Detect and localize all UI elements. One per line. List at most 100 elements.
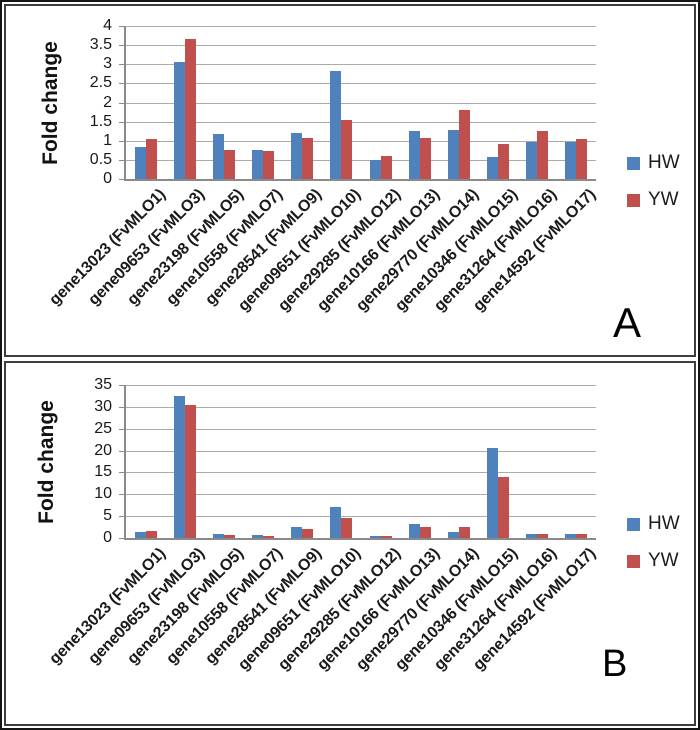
panel-a: Fold change HW YW A 0 0.5 1 1.5 2 2.5 3 3.5 4 gen… — [4, 4, 696, 357]
bar-hw — [408, 130, 420, 179]
gridline — [126, 121, 596, 123]
bar-hw — [291, 133, 303, 179]
y-tick-label: 5 — [103, 507, 112, 525]
bar-hw — [173, 395, 185, 538]
bar-hw — [252, 534, 264, 538]
bar-hw — [291, 527, 303, 538]
bar-yw — [576, 138, 588, 179]
bar-hw — [134, 146, 146, 179]
bar-hw — [134, 531, 146, 538]
gridline — [126, 428, 596, 430]
y-tick-label: 30 — [94, 397, 112, 415]
y-tick-mark — [119, 45, 124, 47]
legend-entry-hw: HW — [627, 513, 680, 535]
legend-swatch-yw — [627, 554, 640, 568]
legend-label-hw: HW — [648, 152, 680, 173]
bar-yw — [302, 529, 314, 538]
y-tick-mark — [119, 494, 124, 496]
y-tick-label: 20 — [94, 441, 112, 459]
bar-yw — [223, 534, 235, 538]
bar-yw — [341, 120, 353, 179]
y-tick-label: 0.5 — [89, 150, 112, 168]
legend-label-hw: HW — [648, 513, 680, 534]
plot-area — [124, 385, 596, 540]
y-tick-mark — [119, 385, 124, 386]
bar-yw — [419, 527, 431, 538]
legend-entry-yw: YW — [627, 550, 680, 572]
bar-hw — [526, 141, 538, 179]
y-tick-mark — [119, 159, 124, 161]
legend-entry-hw: HW — [627, 152, 680, 174]
gridline — [126, 45, 596, 47]
panel-letter-b: B — [602, 643, 628, 685]
y-tick-mark — [119, 140, 124, 142]
bar-yw — [263, 535, 275, 538]
bar-yw — [263, 151, 275, 179]
y-tick-label: 0 — [103, 170, 112, 187]
y-tick-mark — [119, 26, 124, 27]
y-tick-label: 10 — [94, 485, 112, 503]
gridline — [126, 494, 596, 496]
bar-yw — [145, 531, 157, 538]
y-tick-label: 4 — [103, 17, 112, 34]
gridline — [126, 516, 596, 518]
bar-yw — [537, 534, 549, 538]
bar-hw — [252, 149, 264, 179]
y-tick-mark — [119, 121, 124, 123]
legend-entry-yw: YW — [627, 189, 680, 211]
legend-swatch-hw — [627, 156, 640, 170]
bar-hw — [447, 532, 459, 538]
gridline — [126, 450, 596, 452]
gridline — [126, 472, 596, 474]
legend-label-yw: YW — [648, 189, 679, 210]
bar-yw — [498, 144, 510, 179]
bar-yw — [341, 517, 353, 538]
bar-yw — [302, 138, 314, 179]
y-tick-label: 3 — [103, 55, 112, 73]
bar-hw — [212, 534, 224, 538]
y-tick-mark — [119, 179, 124, 180]
bar-hw — [330, 71, 342, 179]
bar-yw — [380, 535, 392, 538]
legend-swatch-hw — [627, 517, 640, 531]
bar-yw — [458, 527, 470, 538]
y-axis-title: Fold change — [35, 400, 58, 524]
bar-hw — [487, 448, 499, 538]
legend: HW YW — [627, 513, 680, 587]
bar-hw — [408, 523, 420, 538]
y-tick-mark — [119, 538, 124, 539]
y-tick-mark — [119, 102, 124, 104]
y-tick-label: 25 — [94, 419, 112, 437]
y-tick-mark — [119, 428, 124, 430]
y-tick-mark — [119, 406, 124, 408]
bar-yw — [145, 139, 157, 179]
panel-letter-a: A — [613, 299, 642, 346]
bar-yw — [498, 476, 510, 538]
bar-hw — [526, 534, 538, 538]
y-tick-mark — [119, 83, 124, 85]
bar-hw — [565, 534, 577, 538]
gridline — [126, 26, 596, 27]
bar-yw — [184, 39, 196, 179]
gridline — [126, 385, 596, 386]
bar-hw — [487, 156, 499, 179]
y-tick-mark — [119, 64, 124, 66]
y-tick-mark — [119, 450, 124, 452]
bar-hw — [173, 62, 185, 179]
y-tick-label: 0 — [103, 529, 112, 546]
y-tick-label: 1.5 — [89, 112, 112, 130]
y-tick-label: 1 — [103, 131, 112, 149]
y-tick-label: 2.5 — [89, 74, 112, 92]
y-tick-mark — [119, 472, 124, 474]
bar-yw — [184, 404, 196, 538]
bar-yw — [223, 150, 235, 179]
gridline — [126, 83, 596, 85]
bar-yw — [576, 534, 588, 538]
y-tick-label: 15 — [94, 463, 112, 481]
y-tick-label: 3.5 — [89, 36, 112, 54]
legend-label-yw: YW — [648, 550, 679, 571]
bar-hw — [212, 134, 224, 179]
plot-area — [124, 26, 596, 181]
gridline — [126, 102, 596, 104]
